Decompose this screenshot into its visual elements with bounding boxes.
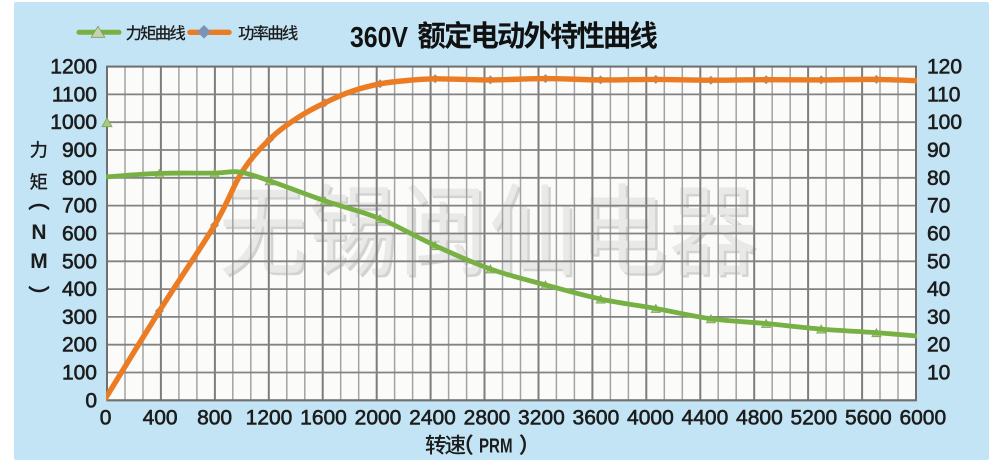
svg-text:0: 0 (85, 389, 97, 412)
svg-text:20: 20 (927, 334, 950, 357)
svg-text:400: 400 (62, 278, 97, 301)
svg-text:50: 50 (927, 250, 950, 273)
svg-text:120: 120 (927, 56, 962, 79)
svg-text:700: 700 (62, 195, 97, 218)
svg-text:900: 900 (62, 139, 97, 162)
svg-text:10: 10 (927, 362, 950, 385)
svg-text:4800: 4800 (736, 407, 783, 430)
svg-text:800: 800 (62, 167, 97, 190)
svg-text:4000: 4000 (627, 407, 674, 430)
svg-text:30: 30 (927, 306, 950, 329)
svg-text:1600: 1600 (300, 407, 347, 430)
svg-text:100: 100 (927, 111, 962, 134)
svg-text:1200: 1200 (246, 407, 293, 430)
svg-text:3200: 3200 (518, 407, 565, 430)
svg-text:2800: 2800 (464, 407, 511, 430)
svg-text:70: 70 (927, 195, 950, 218)
svg-text:40: 40 (927, 278, 950, 301)
svg-text:200: 200 (62, 334, 97, 357)
svg-text:M: M (30, 250, 48, 273)
svg-text:60: 60 (927, 222, 950, 245)
svg-text:2400: 2400 (409, 407, 456, 430)
svg-text:6000: 6000 (899, 407, 946, 430)
svg-text:1000: 1000 (50, 111, 97, 134)
svg-text:2000: 2000 (355, 407, 402, 430)
svg-text:4400: 4400 (682, 407, 729, 430)
svg-text:800: 800 (197, 407, 232, 430)
svg-text:5600: 5600 (845, 407, 892, 430)
svg-text:360V: 360V (350, 22, 409, 54)
svg-text:110: 110 (927, 83, 960, 106)
svg-text:80: 80 (927, 167, 950, 190)
svg-text:400: 400 (143, 407, 178, 430)
svg-text:90: 90 (927, 139, 950, 162)
svg-text:600: 600 (62, 222, 97, 245)
svg-text:1100: 1100 (52, 83, 97, 106)
svg-text:300: 300 (62, 306, 97, 329)
svg-text:5200: 5200 (790, 407, 837, 430)
svg-text:N: N (31, 221, 46, 244)
svg-text:0: 0 (100, 407, 112, 430)
svg-text:1200: 1200 (50, 56, 97, 79)
svg-text:500: 500 (62, 250, 97, 273)
svg-text:3600: 3600 (573, 407, 620, 430)
svg-text:PRM: PRM (479, 435, 513, 458)
svg-text:100: 100 (62, 362, 97, 385)
